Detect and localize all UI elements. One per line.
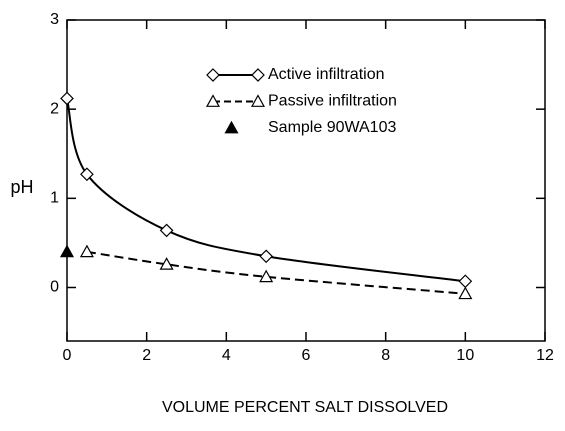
marker (159, 257, 174, 270)
marker (458, 286, 473, 300)
marker (458, 274, 473, 289)
y-tick-label: 2 (50, 100, 59, 117)
y-tick-label: 1 (50, 190, 59, 207)
x-tick-label: 10 (456, 347, 474, 364)
x-tick-label: 6 (302, 347, 311, 364)
marker (259, 269, 274, 283)
x-tick-label: 12 (536, 347, 554, 364)
y-axis-label: pH (10, 177, 33, 197)
marker (79, 244, 94, 258)
marker (60, 91, 74, 106)
x-tick-label: 0 (63, 347, 72, 364)
marker (59, 244, 75, 258)
legend-marker (250, 94, 266, 107)
x-tick-label: 4 (222, 347, 231, 364)
x-tick-label: 8 (381, 347, 390, 364)
x-axis-label: VOLUME PERCENT SALT DISSOLVED (162, 399, 448, 416)
legend-marker (206, 68, 220, 82)
y-tick-label: 3 (50, 11, 59, 28)
marker (259, 249, 274, 264)
y-tick-label: 0 (50, 279, 59, 296)
x-tick-label: 2 (142, 347, 151, 364)
legend-label: Passive infiltration (268, 93, 397, 110)
marker (159, 223, 174, 238)
series-line (66, 98, 466, 283)
legend-marker (205, 94, 221, 107)
legend-marker (251, 68, 265, 82)
series-line (86, 250, 466, 295)
legend-label: Sample 90WA103 (268, 119, 396, 136)
legend-label: Active infiltration (268, 66, 385, 83)
marker (80, 167, 94, 182)
legend-marker (224, 120, 239, 134)
